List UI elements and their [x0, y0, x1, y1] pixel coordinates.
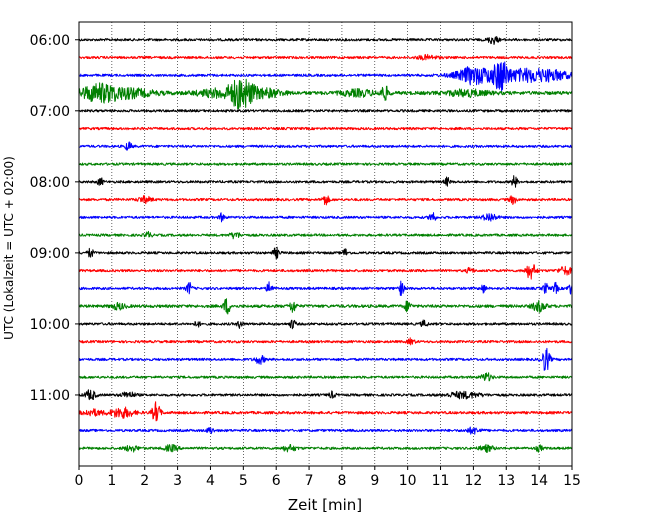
trace-0715: [78, 126, 573, 131]
plot-frame: [78, 21, 573, 467]
trace-1015: [78, 337, 573, 346]
x-tick-label: 11: [432, 473, 450, 489]
x-tick-label: 14: [530, 473, 548, 489]
trace-0815: [78, 195, 573, 206]
y-axis: 06:00 07:00 08:00 09:00 10:00 11:00: [30, 33, 79, 404]
trace-0900: [78, 246, 573, 260]
x-tick-label: 0: [75, 473, 84, 489]
x-tick-label: 9: [370, 473, 379, 489]
trace-0730: [78, 141, 573, 151]
grid-lines: [111, 22, 540, 466]
y-tick-label: 11:00: [30, 388, 70, 404]
x-tick-label: 13: [497, 473, 515, 489]
trace-0930: [78, 280, 573, 296]
x-tick-label: 1: [107, 473, 116, 489]
y-tick-label: 09:00: [30, 246, 70, 262]
trace-0700: [78, 109, 573, 113]
x-tick-label: 2: [140, 473, 149, 489]
y-tick-label: 07:00: [30, 104, 70, 120]
trace-1100: [78, 389, 573, 401]
trace-0830: [78, 212, 573, 223]
y-tick-label: 08:00: [30, 175, 70, 191]
trace-0745: [78, 162, 573, 166]
trace-1130: [78, 426, 573, 435]
trace-1030: [78, 347, 573, 371]
trace-1115: [78, 401, 573, 422]
trace-1145: [78, 443, 573, 453]
y-tick-label: 06:00: [30, 33, 70, 49]
x-axis: 0 1 2 3 4 5 6 7 8 9 10 11 12 13 14 15: [75, 466, 581, 489]
trace-0600: [78, 36, 573, 45]
x-tick-label: 7: [305, 473, 314, 489]
trace-1000: [78, 319, 573, 330]
trace-1045: [78, 372, 573, 382]
trace-0800: [78, 175, 573, 188]
x-tick-label: 6: [272, 473, 281, 489]
x-tick-label: 3: [173, 473, 182, 489]
y-axis-label: UTC (Lokalzeit = UTC + 02:00): [2, 156, 16, 340]
x-tick-label: 5: [239, 473, 248, 489]
seismogram-traces: [78, 36, 573, 453]
x-tick-label: 10: [399, 473, 417, 489]
y-tick-label: 10:00: [30, 317, 70, 333]
trace-0645: [78, 78, 573, 110]
trace-0615: [78, 53, 573, 61]
x-tick-label: 15: [563, 473, 581, 489]
trace-0915: [78, 264, 573, 280]
trace-0945: [78, 298, 573, 315]
trace-0630: [78, 61, 573, 93]
x-axis-label: Zeit [min]: [288, 496, 362, 514]
trace-0845: [78, 230, 573, 240]
x-tick-label: 4: [206, 473, 215, 489]
x-tick-label: 12: [464, 473, 482, 489]
x-tick-label: 8: [337, 473, 346, 489]
